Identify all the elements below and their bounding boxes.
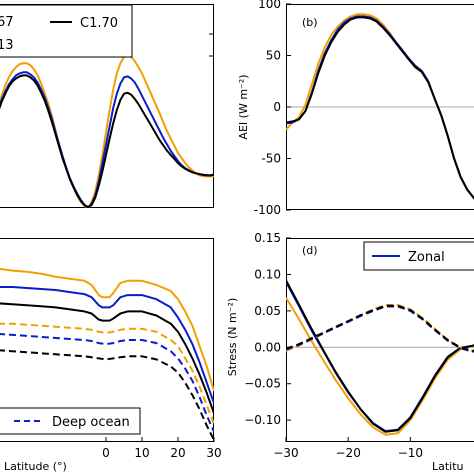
legend-label-d-0: Zonal: [408, 250, 445, 265]
series-line-d-0: [286, 297, 474, 436]
series-line-a-0: [0, 54, 214, 208]
x-tick-label-c: 30: [206, 446, 221, 460]
x-tick-label-d: −10: [398, 446, 423, 460]
y-tick-label-d: 0.05: [254, 304, 281, 318]
x-tick-label-c: 20: [170, 446, 185, 460]
series-line-c-5: [0, 349, 214, 441]
panel-label-d: (d): [302, 244, 318, 257]
series-line-b-1: [286, 15, 474, 200]
series-line-d-2: [286, 279, 474, 433]
series-line-c-0: [0, 267, 214, 392]
series-line-c-2: [0, 302, 214, 414]
legend-label-a-1: 13: [0, 38, 14, 53]
x-tick-label-c: 0: [102, 446, 110, 460]
panel-label-b: (b): [302, 16, 318, 29]
x-tick-label-c: 10: [134, 446, 149, 460]
series-line-c-3: [0, 322, 214, 424]
y-tick-label-d: −0.05: [244, 377, 281, 391]
y-tick-label-d: 0.10: [254, 267, 281, 281]
x-axis-label-d: Latitu: [432, 460, 464, 473]
y-tick-label-b: 50: [266, 49, 281, 63]
y-tick-label-d: −0.10: [244, 413, 281, 427]
y-axis-label-b: AEI (W m⁻²): [237, 74, 250, 139]
series-line-d-1: [286, 281, 474, 433]
y-tick-label-b: 100: [258, 0, 281, 11]
axes-frame-d: [286, 238, 474, 442]
legend-box-c: [0, 407, 141, 435]
series-line-a-1: [0, 71, 214, 208]
legend-label-a-0: 67: [0, 15, 14, 30]
legend-box-a: [0, 4, 133, 58]
y-tick-label-b: 0: [273, 100, 281, 114]
y-axis-label-d: Stress (N m⁻²): [226, 298, 239, 377]
y-tick-label-b: -100: [254, 203, 281, 217]
y-tick-label-d: 0.00: [254, 340, 281, 354]
series-line-a-2: [0, 74, 214, 208]
x-axis-label-c: Latitude (°): [4, 460, 67, 473]
series-line-c-1: [0, 286, 214, 404]
series-line-c-4: [0, 333, 214, 433]
series-line-d-5: [286, 304, 474, 352]
y-tick-label-b: -50: [261, 152, 281, 166]
x-tick-label-d: −30: [273, 446, 298, 460]
series-line-b-2: [286, 16, 474, 200]
series-line-b-0: [286, 13, 474, 200]
y-tick-label-d: 0.15: [254, 231, 281, 245]
legend-label-a-2: C1.70: [80, 16, 118, 31]
x-tick-label-d: −20: [336, 446, 361, 460]
legend-label-c-0: Deep ocean: [52, 415, 130, 430]
